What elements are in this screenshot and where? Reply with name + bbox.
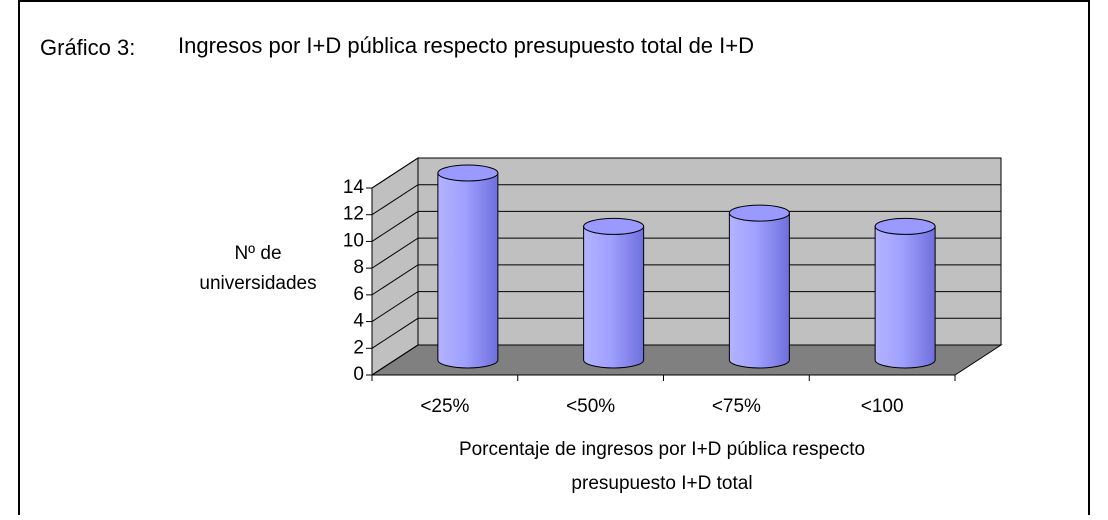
x-axis-label: Porcentaje de ingresos por I+D pública r… — [459, 439, 865, 460]
bar-top — [874, 217, 936, 235]
x-axis-label: presupuesto I+D total — [571, 473, 752, 494]
y-tick-label: 8 — [353, 257, 364, 278]
y-tick-label: 2 — [353, 337, 364, 358]
x-tick-label: <75% — [712, 396, 761, 417]
grid-line — [371, 344, 1001, 376]
grid-line — [371, 237, 1001, 269]
bar-body — [728, 212, 790, 369]
y-axis-label: Nº de — [234, 243, 281, 264]
y-tick-label: 0 — [353, 364, 364, 385]
grid-line — [371, 264, 1001, 296]
x-tick-label: <50% — [566, 396, 615, 417]
bar-body — [583, 225, 645, 369]
bar-top — [728, 204, 790, 222]
grid-line — [371, 317, 1001, 349]
bar — [874, 217, 936, 369]
y-tick-label: 10 — [343, 230, 364, 251]
grid-line — [371, 184, 1001, 216]
grid-line — [371, 291, 1001, 322]
grid-line — [371, 210, 1001, 242]
grid-line — [371, 157, 1001, 189]
bar — [728, 204, 790, 369]
y-tick-label: 4 — [353, 311, 364, 332]
x-tick-label: <100 — [861, 396, 904, 417]
bar-top — [437, 164, 499, 182]
y-tick-label: 6 — [353, 284, 364, 305]
y-axis-label: universidades — [199, 273, 316, 294]
y-tick-label: 12 — [343, 204, 364, 225]
y-tick-label: 14 — [343, 177, 365, 198]
bar — [583, 217, 645, 369]
x-tick-label: <25% — [420, 396, 469, 417]
bar-body — [437, 172, 499, 369]
side-wall — [371, 157, 419, 376]
chart-title: Ingresos por I+D pública respecto presup… — [178, 33, 754, 58]
bar — [437, 164, 499, 369]
plot-area: 0 2 4 6 8 10 12 14 <25% <50% <75% <100 — [343, 157, 1003, 417]
bar-top — [583, 217, 645, 235]
bar-body — [874, 225, 936, 369]
chart-title-prefix: Gráfico 3: — [40, 35, 135, 60]
